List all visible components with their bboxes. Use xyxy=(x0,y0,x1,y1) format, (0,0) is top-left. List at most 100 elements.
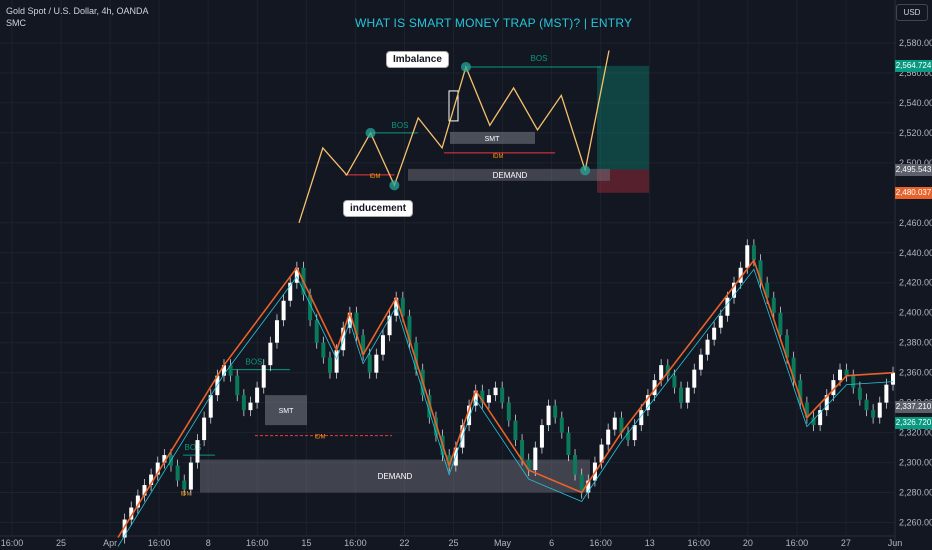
candle-body xyxy=(645,395,650,411)
swing-point-marker xyxy=(460,61,471,72)
smt-label: SMT xyxy=(485,136,501,143)
candle-body xyxy=(493,387,498,396)
y-tick-label: 2,440.000 xyxy=(899,248,932,258)
candle-body xyxy=(188,462,193,490)
candle-body xyxy=(612,417,617,430)
bos-label-bottom: BOS xyxy=(185,443,202,452)
candle-body xyxy=(327,357,332,373)
x-tick-label: 16:00 xyxy=(148,538,171,548)
x-tick-label: 16:00 xyxy=(246,538,269,548)
candle-body xyxy=(824,395,829,411)
candle-body xyxy=(639,410,644,426)
candle-body xyxy=(844,369,849,376)
candle-body xyxy=(162,455,167,463)
candle-body xyxy=(473,390,478,406)
candle-body xyxy=(122,519,127,538)
candle-body xyxy=(798,380,803,403)
candle-body xyxy=(228,365,233,376)
y-tick-label: 2,540.000 xyxy=(899,98,932,108)
y-tick-label: 2,520.000 xyxy=(899,128,932,138)
candle-body xyxy=(500,387,505,403)
y-tick-label: 2,320.000 xyxy=(899,428,932,438)
x-tick-label: 6 xyxy=(549,538,554,548)
candle-body xyxy=(506,402,511,421)
smt-label-bottom: SMT xyxy=(279,408,295,415)
candle-body xyxy=(175,465,180,481)
candle-body xyxy=(778,312,783,336)
candle-body xyxy=(679,387,684,403)
candle-body xyxy=(804,402,809,418)
bos-label: BOS xyxy=(531,54,548,63)
price-tag: 2,337.210 xyxy=(895,400,932,413)
demand-label: DEMAND xyxy=(493,171,528,180)
y-tick-label: 2,280.000 xyxy=(899,488,932,498)
candle-body xyxy=(274,320,279,343)
candle-body xyxy=(831,380,836,396)
x-tick-label: 20 xyxy=(743,538,753,548)
y-tick-label: 2,360.000 xyxy=(899,368,932,378)
candle-body xyxy=(751,245,756,261)
candle-body xyxy=(533,447,538,471)
candle-body xyxy=(513,420,518,441)
x-tick-label: Apr xyxy=(103,538,117,548)
candle-body xyxy=(221,365,226,376)
candle-body xyxy=(732,282,737,298)
x-tick-label: 16:00 xyxy=(786,538,809,548)
smt-zone-bottom xyxy=(265,395,307,426)
x-tick-label: 25 xyxy=(448,538,458,548)
y-tick-label: 2,500.000 xyxy=(899,158,932,168)
candle-body xyxy=(692,369,697,388)
candle-body xyxy=(195,440,200,463)
candle-body xyxy=(374,354,379,373)
candle-body xyxy=(877,402,882,418)
candle-body xyxy=(255,387,260,403)
idm-label-bottom: IDM xyxy=(315,435,326,441)
currency-button[interactable]: USD xyxy=(896,4,928,21)
x-tick-label: 16:00 xyxy=(589,538,612,548)
candle-body xyxy=(380,335,385,355)
take-profit-zone xyxy=(597,65,649,170)
idm-label: IDM xyxy=(493,154,504,160)
x-tick-label: Jun xyxy=(888,538,903,548)
imbalance-box xyxy=(448,90,459,122)
candle-body xyxy=(818,410,823,426)
candle-body xyxy=(361,335,366,355)
candle-body xyxy=(341,327,346,351)
candle-body xyxy=(857,387,862,400)
imbalance-callout: Imbalance xyxy=(386,51,449,68)
zigzag-internal xyxy=(117,268,894,547)
y-tick-label: 2,400.000 xyxy=(899,308,932,318)
x-tick-label: 15 xyxy=(301,538,311,548)
x-tick-label: 25 xyxy=(56,538,66,548)
x-tick-label: 16:00 xyxy=(344,538,367,548)
price-tag: 2,480.037 xyxy=(895,186,932,199)
smt-zone xyxy=(450,131,535,144)
candle-body xyxy=(281,300,286,321)
candle-body xyxy=(579,474,584,493)
candle-body xyxy=(791,357,796,381)
candle-body xyxy=(738,267,743,283)
price-tag: 2,326.720 xyxy=(895,416,932,429)
candle-body xyxy=(407,315,412,343)
candle-body xyxy=(433,417,438,436)
inducement-callout: inducement xyxy=(343,200,414,217)
x-tick-label: 8 xyxy=(206,538,211,548)
candle-body xyxy=(659,365,664,381)
candle-body xyxy=(241,395,246,411)
swing-point-marker xyxy=(389,180,400,191)
x-tick-label: 22 xyxy=(399,538,409,548)
chart-title: WHAT IS SMART MONEY TRAP (MST)? | ENTRY xyxy=(355,16,633,30)
candle-body xyxy=(698,354,703,370)
candle-body xyxy=(632,425,637,441)
candle-body xyxy=(354,312,359,336)
candle-body xyxy=(838,369,843,381)
schematic-price-path xyxy=(298,50,610,223)
demand-label-bottom: DEMAND xyxy=(378,472,413,481)
candle-body xyxy=(765,282,770,298)
candle-body xyxy=(261,365,266,388)
candle-body xyxy=(884,384,889,403)
swing-point-marker xyxy=(365,127,376,138)
idm-label: IDM xyxy=(370,174,381,180)
candle-body xyxy=(573,455,578,475)
